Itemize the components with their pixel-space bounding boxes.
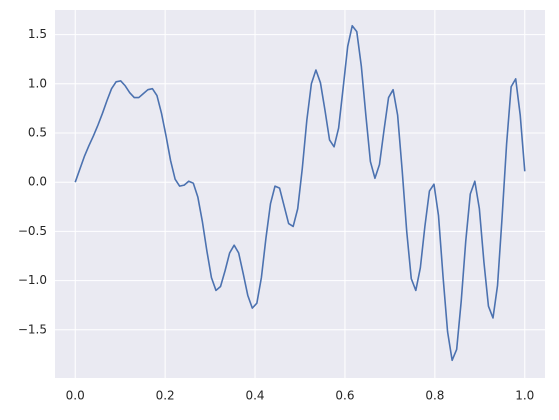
x-tick-label: 0.2 bbox=[156, 389, 175, 403]
y-tick-label: 1.5 bbox=[28, 27, 47, 41]
y-tick-label: −0.5 bbox=[18, 224, 47, 238]
x-tick-label: 0.4 bbox=[245, 389, 264, 403]
x-tick-label: 1.0 bbox=[515, 389, 534, 403]
y-tick-label: −1.5 bbox=[18, 322, 47, 336]
x-tick-label: 0.8 bbox=[425, 389, 444, 403]
line bbox=[74, 24, 526, 362]
x-tick-label: 0.0 bbox=[66, 389, 85, 403]
x-tick-label: 0.6 bbox=[335, 389, 354, 403]
y-tick-label: 1.0 bbox=[28, 76, 47, 90]
y-tick-label: 0.5 bbox=[28, 125, 47, 139]
y-tick-label: −1.0 bbox=[18, 273, 47, 287]
y-tick-label: 0.0 bbox=[28, 175, 47, 189]
